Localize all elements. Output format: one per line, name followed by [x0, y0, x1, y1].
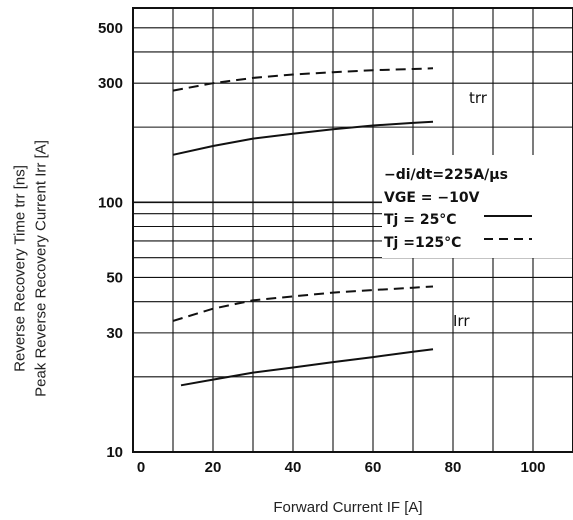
curve-trr-125c [172, 67, 434, 92]
curve-label-trr: trr [469, 89, 488, 107]
y-tick-label: 100 [98, 194, 123, 211]
x-tick-label: 80 [445, 459, 462, 476]
condition-vge: VGE = −10V [384, 190, 480, 206]
curve-trr-25c [172, 120, 434, 156]
x-tick-label: 60 [365, 459, 382, 476]
y-tick-label: 30 [106, 325, 123, 342]
curve-irr-125c [172, 285, 434, 322]
y-tick-label: 50 [106, 269, 123, 286]
y-tick-label: 500 [98, 20, 123, 37]
y-tick-label: 10 [106, 444, 123, 461]
legend-label-25c: Tj = 25°C [384, 212, 457, 228]
condition-di-dt: −di/dt=225A/μs [384, 167, 508, 183]
curves-layer [172, 67, 434, 387]
curve-irr-25c [180, 348, 434, 387]
x-tick-label: 0 [137, 459, 145, 476]
x-axis-label: Forward Current IF [A] [273, 499, 422, 516]
tick-labels: 0 20 40 60 80 100 10 30 50 100 300 500 [98, 20, 546, 476]
x-tick-label: 20 [205, 459, 222, 476]
legend-label-125c: Tj =125°C [384, 235, 461, 251]
x-tick-label: 100 [520, 459, 545, 476]
curve-label-irr: Irr [453, 312, 470, 330]
y-tick-label: 300 [98, 75, 123, 92]
plot-frame [132, 7, 573, 453]
legend-background [382, 155, 572, 258]
x-tick-label: 40 [285, 459, 302, 476]
